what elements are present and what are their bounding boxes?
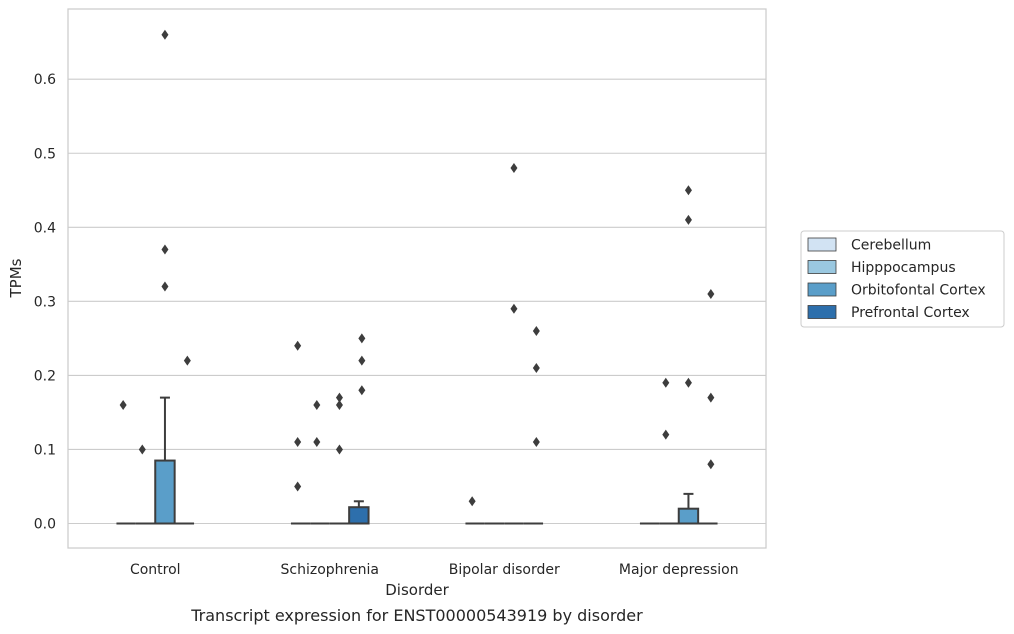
- outlier-point: [532, 437, 540, 448]
- outlier-point: [662, 429, 670, 440]
- legend-label: Prefrontal Cortex: [851, 305, 970, 321]
- outlier-point: [707, 392, 715, 403]
- y-tick-label: 0.2: [34, 368, 56, 384]
- outlier-point: [684, 377, 692, 388]
- y-axis-title: TPMs: [7, 258, 25, 298]
- outlier-point: [468, 496, 476, 507]
- x-axis-title: Disorder: [385, 581, 449, 599]
- outlier-point: [161, 244, 169, 255]
- outlier-layer: [119, 29, 715, 507]
- outlier-point: [532, 362, 540, 373]
- box-layer: [116, 396, 718, 525]
- gridlines: [68, 78, 766, 525]
- legend-swatch: [807, 282, 837, 297]
- outlier-point: [161, 281, 169, 292]
- outlier-point: [662, 377, 670, 388]
- legend-label: Cerebellum: [851, 238, 931, 254]
- outlier-point: [335, 392, 343, 403]
- outlier-point: [294, 481, 302, 492]
- y-tick-label: 0.1: [34, 442, 56, 458]
- outlier-point: [358, 385, 366, 396]
- outlier-point: [335, 444, 343, 455]
- outlier-point: [161, 29, 169, 40]
- y-tick-label: 0.6: [34, 72, 56, 88]
- legend-label: Orbitofontal Cortex: [851, 283, 986, 299]
- outlier-point: [119, 400, 127, 411]
- box: [348, 506, 370, 525]
- outlier-point: [510, 163, 518, 174]
- outlier-point: [183, 355, 191, 366]
- figure-caption: Transcript expression for ENST0000054391…: [191, 606, 643, 625]
- y-tick-label: 0.5: [34, 146, 56, 162]
- legend-label: Hipppocampus: [851, 260, 956, 276]
- y-tick-label: 0.3: [34, 294, 56, 310]
- y-tick-label: 0.0: [34, 517, 56, 533]
- outlier-point: [707, 288, 715, 299]
- box: [154, 459, 176, 525]
- outlier-point: [707, 459, 715, 470]
- outlier-point: [358, 355, 366, 366]
- legend: Cerebellum Hipppocampus Orbitofontal Corte…: [800, 230, 1005, 328]
- x-tick-label: Bipolar disorder: [449, 562, 560, 578]
- outlier-point: [532, 325, 540, 336]
- plot-frame: [67, 8, 767, 549]
- y-tick-label: 0.4: [34, 220, 56, 236]
- legend-frame: [800, 230, 1005, 328]
- x-tick-label: Schizophrenia: [281, 562, 379, 578]
- legend-swatch: [807, 305, 837, 319]
- x-tick-label: Major depression: [619, 562, 739, 578]
- outlier-point: [313, 437, 321, 448]
- box: [677, 507, 700, 525]
- outlier-point: [684, 185, 692, 196]
- outlier-point: [510, 303, 518, 314]
- legend-swatch: [807, 237, 837, 252]
- outlier-point: [294, 437, 302, 448]
- x-tick-label: Control: [130, 562, 181, 578]
- outlier-point: [294, 340, 302, 351]
- legend-swatch: [807, 260, 837, 274]
- outlier-point: [684, 214, 692, 225]
- outlier-point: [358, 333, 366, 344]
- outlier-point: [313, 400, 321, 411]
- outlier-point: [138, 444, 146, 455]
- outlier-point: [335, 400, 343, 411]
- x-tick-labels: Control Schizophrenia Bipolar disorder Majo…: [130, 562, 739, 578]
- y-tick-labels: 0.0 0.1 0.2 0.3 0.4 0.5 0.6: [34, 72, 56, 532]
